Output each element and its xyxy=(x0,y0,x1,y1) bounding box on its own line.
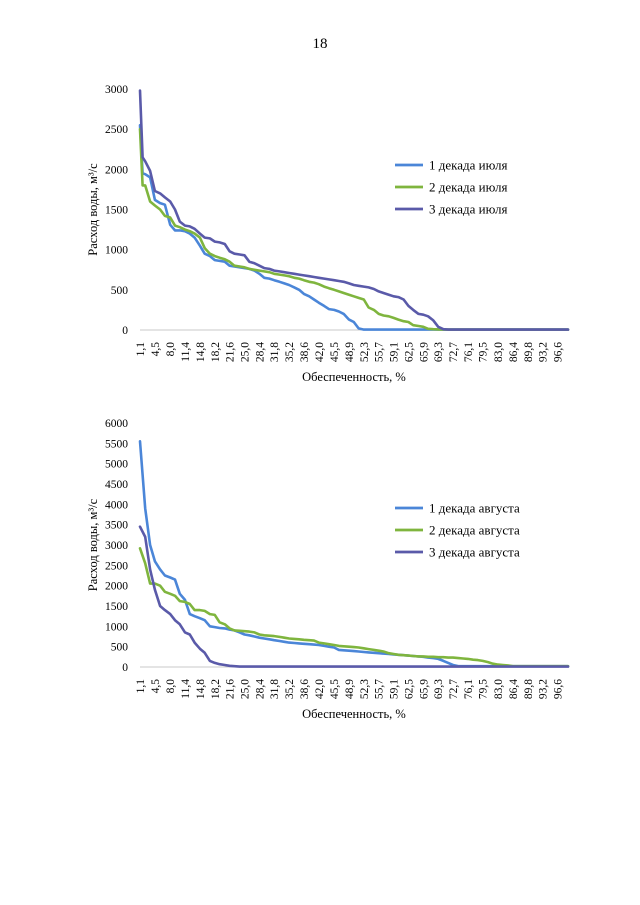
y-tick-label: 1500 xyxy=(105,601,128,613)
series-line-3 xyxy=(138,89,570,331)
y-tick-label: 500 xyxy=(111,642,129,654)
x-tick-label: 72,7 xyxy=(448,342,460,362)
y-tick-label: 2500 xyxy=(105,124,128,136)
legend-label: 2 декада июля xyxy=(429,180,507,195)
y-axis-title: Расход воды, м³/с xyxy=(86,163,100,256)
x-tick-label: 76,1 xyxy=(463,679,475,699)
legend-label: 3 декада августа xyxy=(429,545,520,560)
legend-label: 1 декада июля xyxy=(429,158,507,173)
x-tick-label: 14,8 xyxy=(195,342,207,362)
y-tick-label: 4000 xyxy=(105,499,128,511)
x-tick-label: 59,1 xyxy=(389,679,401,699)
x-tick-label: 96,6 xyxy=(553,679,565,699)
x-tick-label: 55,7 xyxy=(374,342,386,362)
y-tick-label: 6000 xyxy=(105,418,128,430)
x-tick-label: 96,6 xyxy=(553,342,565,362)
x-tick-label: 86,4 xyxy=(508,679,520,699)
y-tick-label: 2000 xyxy=(105,581,128,593)
x-tick-label: 69,3 xyxy=(433,679,445,699)
y-tick-label: 0 xyxy=(122,662,128,674)
y-tick-label: 4500 xyxy=(105,479,128,491)
x-tick-label: 72,7 xyxy=(448,679,460,699)
x-tick-label: 83,0 xyxy=(493,679,505,699)
x-tick-label: 83,0 xyxy=(493,342,505,362)
x-tick-label: 93,2 xyxy=(538,679,550,699)
x-tick-label: 38,6 xyxy=(299,342,311,362)
x-tick-label: 31,8 xyxy=(269,342,281,362)
page-number: 18 xyxy=(312,36,328,52)
x-tick-label: 79,5 xyxy=(478,679,490,699)
x-tick-label: 42,0 xyxy=(314,342,326,362)
y-tick-label: 1000 xyxy=(105,245,128,257)
x-axis-title: Обеспеченность, % xyxy=(302,707,406,721)
x-tick-label: 52,3 xyxy=(359,342,371,362)
x-tick-label: 45,5 xyxy=(329,679,341,699)
x-tick-label: 25,0 xyxy=(239,342,251,362)
x-tick-label: 18,2 xyxy=(210,679,222,699)
y-tick-label: 3500 xyxy=(105,520,128,532)
series-line-2 xyxy=(138,127,570,331)
x-tick-label: 93,2 xyxy=(538,342,550,362)
x-tick-label: 89,8 xyxy=(523,342,535,362)
legend: 1 декада июля 2 декада июля 3 декада июля xyxy=(395,158,507,217)
legend-label: 1 декада августа xyxy=(429,501,520,516)
x-tick-label: 35,2 xyxy=(284,679,296,699)
y-tick-label: 1500 xyxy=(105,205,128,217)
x-tick-label: 4,5 xyxy=(150,342,162,357)
x-tick-label: 55,7 xyxy=(374,679,386,699)
legend-label: 3 декада июля xyxy=(429,202,507,217)
x-tick-label: 42,0 xyxy=(314,679,326,699)
x-tick-label: 4,5 xyxy=(150,679,162,694)
x-tick-label: 38,6 xyxy=(299,679,311,699)
x-tick-label: 28,4 xyxy=(254,342,266,362)
x-tick-label: 8,0 xyxy=(165,342,177,357)
x-tick-label: 62,5 xyxy=(403,342,415,362)
x-tick-label: 25,0 xyxy=(239,679,251,699)
x-tick-label: 31,8 xyxy=(269,679,281,699)
x-tick-label: 14,8 xyxy=(195,679,207,699)
series-line-3 xyxy=(138,525,570,668)
y-axis-title: Расход воды, м³/с xyxy=(86,498,100,591)
x-tick-label: 11,4 xyxy=(180,679,192,699)
x-tick-label: 89,8 xyxy=(523,679,535,699)
x-tick-label: 35,2 xyxy=(284,342,296,362)
chart-2: 0 500 1000 1500 2000 2500 3000 3500 4000 4500 5000… xyxy=(86,418,570,721)
series-line-2 xyxy=(138,546,570,668)
x-tick-label: 21,6 xyxy=(225,342,237,362)
x-tick-label: 65,9 xyxy=(418,342,430,362)
x-tick-label: 69,3 xyxy=(433,342,445,362)
series-line-1 xyxy=(138,123,570,331)
x-tick-label: 79,5 xyxy=(478,342,490,362)
x-axis-title: Обеспеченность, % xyxy=(302,370,406,384)
legend: 1 декада августа 2 декада августа 3 декада… xyxy=(395,501,520,560)
x-tick-label: 45,5 xyxy=(329,342,341,362)
x-tick-label: 18,2 xyxy=(210,342,222,362)
x-tick-label: 52,3 xyxy=(359,679,371,699)
x-tick-label: 62,5 xyxy=(403,679,415,699)
y-tick-label: 1000 xyxy=(105,621,128,633)
x-tick-label: 76,1 xyxy=(463,342,475,362)
x-tick-label: 1,1 xyxy=(135,679,147,694)
y-tick-label: 3000 xyxy=(105,84,128,96)
y-tick-label: 3000 xyxy=(105,540,128,552)
x-tick-label: 48,9 xyxy=(344,679,356,699)
y-tick-label: 0 xyxy=(122,325,128,337)
y-tick-label: 5000 xyxy=(105,459,128,471)
x-tick-label: 48,9 xyxy=(344,342,356,362)
x-tick-label: 11,4 xyxy=(180,342,192,362)
chart-1: 0 500 1000 1500 2000 2500 3000 1,1 4,5 8,0 11,4 14,… xyxy=(86,84,570,384)
y-tick-label: 2500 xyxy=(105,560,128,572)
x-tick-label: 8,0 xyxy=(165,679,177,694)
x-tick-label: 28,4 xyxy=(254,679,266,699)
y-tick-label: 2000 xyxy=(105,164,128,176)
x-tick-label: 59,1 xyxy=(389,342,401,362)
x-tick-label: 1,1 xyxy=(135,342,147,357)
x-tick-label: 65,9 xyxy=(418,679,430,699)
x-tick-label: 21,6 xyxy=(225,679,237,699)
legend-label: 2 декада августа xyxy=(429,523,520,538)
y-tick-label: 5500 xyxy=(105,438,128,450)
x-tick-label: 86,4 xyxy=(508,342,520,362)
y-tick-label: 500 xyxy=(111,285,129,297)
